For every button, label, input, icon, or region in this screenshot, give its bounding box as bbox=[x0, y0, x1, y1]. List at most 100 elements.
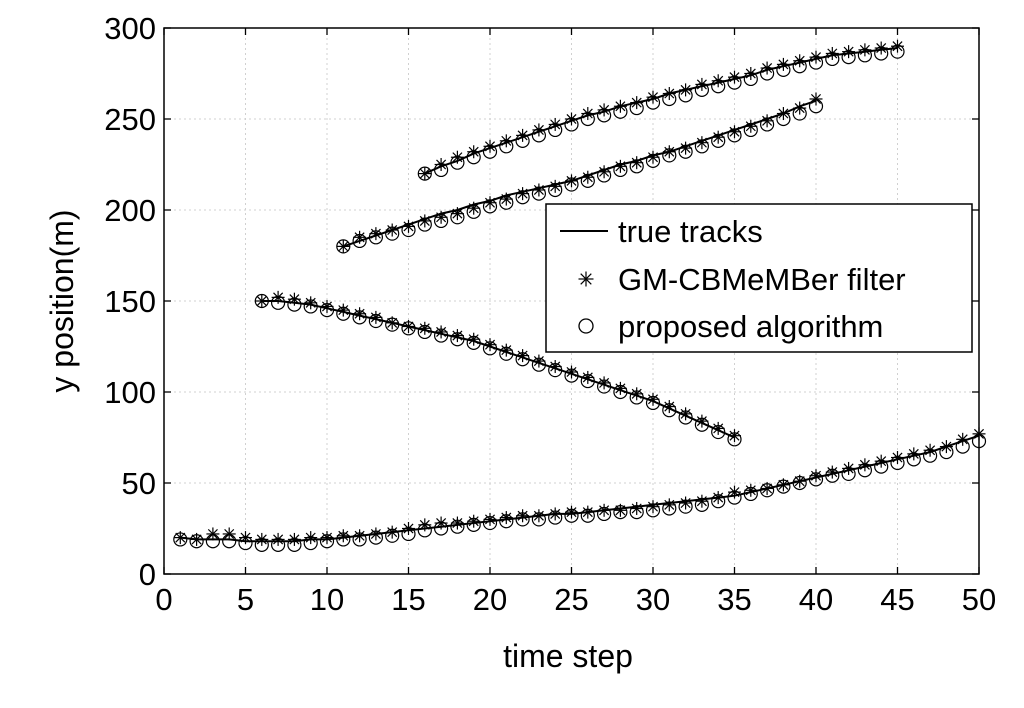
filter-estimate-point bbox=[744, 119, 758, 133]
filter-estimate-point bbox=[304, 531, 318, 545]
x-tick-label: 10 bbox=[310, 582, 344, 617]
proposed-estimate-point bbox=[759, 483, 775, 498]
proposed-estimate-point bbox=[645, 95, 661, 110]
proposed-estimate-point bbox=[662, 403, 677, 418]
filter-estimate-point bbox=[402, 522, 415, 535]
proposed-estimate-point bbox=[515, 190, 530, 205]
track-4 bbox=[417, 39, 905, 181]
filter-estimate-point bbox=[630, 156, 644, 170]
proposed-estimate-point bbox=[629, 159, 644, 174]
proposed-estimate-point bbox=[368, 230, 383, 245]
filter-estimate-point bbox=[532, 509, 546, 523]
proposed-estimate-point bbox=[548, 510, 563, 525]
proposed-estimate-point bbox=[222, 534, 237, 549]
filter-estimate-point bbox=[255, 532, 269, 546]
filter-estimate-point bbox=[728, 70, 741, 84]
proposed-estimate-point bbox=[531, 186, 547, 201]
proposed-estimate-point bbox=[482, 199, 498, 214]
filter-estimate-point bbox=[825, 465, 839, 479]
filter-estimate-point bbox=[353, 307, 367, 321]
filter-estimate-point bbox=[793, 54, 807, 68]
proposed-estimate-point bbox=[336, 239, 351, 254]
filter-estimate-point bbox=[679, 141, 693, 155]
x-tick-label: 50 bbox=[962, 582, 996, 617]
y-tick-label: 300 bbox=[104, 11, 156, 46]
proposed-estimate-point bbox=[645, 503, 661, 518]
y-tick-label: 100 bbox=[104, 375, 156, 410]
y-tick-label: 0 bbox=[139, 557, 156, 592]
filter-estimate-point bbox=[776, 478, 790, 492]
proposed-estimate-point bbox=[776, 62, 791, 77]
filter-estimate-point bbox=[222, 527, 236, 541]
filter-estimate-point bbox=[369, 227, 383, 241]
filter-estimate-point bbox=[483, 338, 497, 352]
filter-estimate-point bbox=[695, 414, 709, 428]
proposed-estimate-point bbox=[499, 514, 514, 529]
proposed-estimate-point bbox=[417, 217, 432, 232]
proposed-estimate-point bbox=[336, 306, 351, 321]
filter-estimate-point bbox=[613, 159, 627, 173]
proposed-estimate-point bbox=[939, 444, 954, 460]
filter-estimate-point bbox=[711, 421, 725, 435]
filter-estimate-point bbox=[842, 45, 856, 59]
filter-estimate-point bbox=[679, 407, 693, 421]
filter-estimate-point bbox=[695, 77, 709, 91]
filter-estimate-point bbox=[646, 392, 660, 406]
proposed-estimate-point bbox=[841, 466, 856, 481]
filter-estimate-point bbox=[516, 187, 530, 201]
filter-estimate-point bbox=[336, 303, 350, 317]
proposed-estimate-point bbox=[401, 526, 416, 542]
filter-estimate-point bbox=[287, 292, 301, 306]
filter-estimate-point bbox=[565, 174, 578, 188]
proposed-estimate-point bbox=[759, 66, 775, 81]
filter-estimate-point bbox=[581, 370, 595, 384]
filter-estimate-point bbox=[679, 496, 693, 510]
proposed-estimate-point bbox=[531, 512, 547, 527]
filter-estimate-point bbox=[467, 332, 481, 346]
filter-estimate-point bbox=[874, 454, 888, 468]
proposed-estimate-point bbox=[759, 117, 775, 132]
proposed-estimate-point bbox=[613, 162, 628, 178]
proposed-estimate-point bbox=[450, 332, 465, 347]
proposed-estimate-point bbox=[727, 432, 742, 447]
legend-label-proposed: proposed algorithm bbox=[618, 309, 883, 344]
filter-estimate-point bbox=[434, 325, 448, 339]
proposed-estimate-point bbox=[645, 395, 661, 411]
proposed-estimate-point bbox=[727, 490, 742, 505]
proposed-estimate-point bbox=[776, 111, 791, 127]
filter-estimate-point bbox=[434, 516, 448, 530]
axis-ticks bbox=[163, 27, 980, 575]
filter-estimate-point bbox=[597, 376, 611, 390]
filter-estimate-point bbox=[548, 179, 562, 193]
filter-estimate-point bbox=[483, 139, 497, 153]
proposed-estimate-point bbox=[629, 505, 644, 520]
proposed-estimate-point bbox=[662, 148, 677, 163]
proposed-estimate-point bbox=[678, 410, 693, 425]
filter-estimate-point bbox=[858, 43, 872, 57]
proposed-estimate-point bbox=[580, 173, 595, 188]
proposed-estimate-point bbox=[271, 295, 286, 310]
proposed-estimate-point bbox=[906, 452, 921, 467]
proposed-estimate-point bbox=[808, 472, 824, 487]
proposed-estimate-point bbox=[336, 532, 351, 547]
filter-estimate-point bbox=[418, 518, 432, 532]
filter-estimate-point bbox=[532, 123, 546, 137]
proposed-estimate-point bbox=[515, 512, 530, 527]
filter-estimate-point bbox=[695, 494, 709, 508]
proposed-estimate-point bbox=[743, 122, 758, 138]
proposed-estimate-point bbox=[694, 82, 710, 97]
proposed-estimate-point bbox=[662, 501, 677, 516]
filter-estimate-point bbox=[662, 145, 676, 159]
proposed-estimate-point bbox=[792, 475, 807, 491]
filter-estimate-point bbox=[434, 210, 448, 224]
filter-estimate-point bbox=[402, 219, 415, 233]
proposed-estimate-point bbox=[711, 133, 726, 148]
proposed-estimate-point bbox=[466, 335, 481, 350]
filter-estimate-point bbox=[255, 294, 269, 308]
proposed-estimate-point bbox=[841, 50, 856, 65]
filter-estimate-point bbox=[581, 170, 595, 184]
proposed-estimate-point bbox=[450, 210, 465, 225]
filter-estimate-point bbox=[304, 296, 318, 310]
proposed-estimate-point bbox=[499, 195, 514, 210]
filter-estimate-point bbox=[891, 451, 904, 465]
